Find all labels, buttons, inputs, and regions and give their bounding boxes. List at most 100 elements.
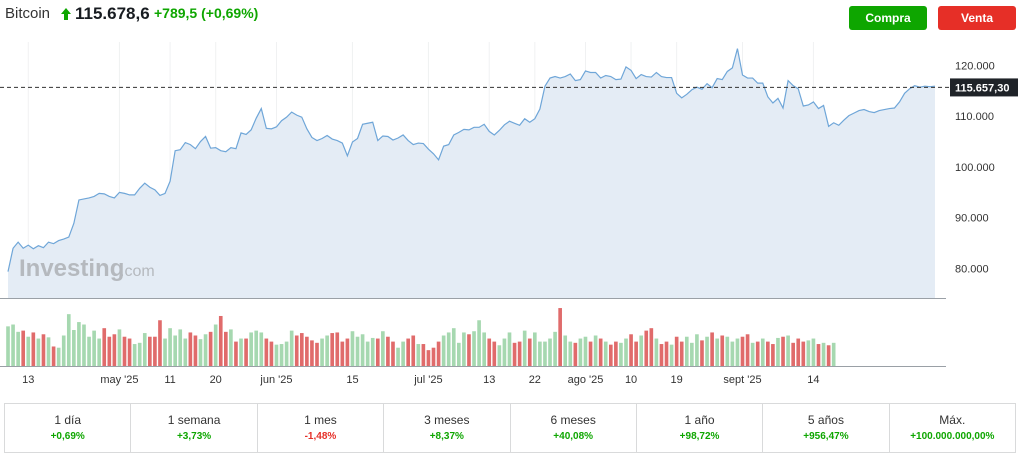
volume-bar <box>664 341 669 366</box>
volume-bar <box>421 344 426 366</box>
volume-bar <box>72 330 76 366</box>
buy-button[interactable]: Compra <box>849 6 927 30</box>
volume-bar <box>603 341 608 366</box>
volume-bar <box>56 347 61 366</box>
volume-bar <box>107 336 112 366</box>
performance-period: Máx. <box>939 413 966 427</box>
volume-bar <box>629 334 633 366</box>
price-change: +789,5 (+0,69%) <box>154 5 258 21</box>
y-tick-label: 90.000 <box>955 213 989 225</box>
volume-bar <box>831 342 836 366</box>
volume-bar <box>375 338 380 366</box>
performance-value: +8,37% <box>429 431 464 442</box>
volume-bar <box>117 329 122 366</box>
volume-bar <box>183 338 188 366</box>
performance-period: 1 semana <box>167 413 221 427</box>
volume-bar <box>553 331 557 366</box>
volume-bar <box>193 335 198 366</box>
volume-bar <box>446 332 451 366</box>
volume-bar <box>325 335 329 366</box>
volume-bar <box>188 332 193 366</box>
volume-bar <box>614 341 618 366</box>
performance-value: +40,08% <box>553 431 594 442</box>
volume-bar <box>391 341 395 366</box>
performance-cell[interactable]: 1 semana +3,73% <box>131 404 258 452</box>
current-price-label: 115.657,30 <box>955 82 1009 94</box>
volume-bar <box>299 333 304 366</box>
volume-bar <box>451 328 456 366</box>
volume-bar <box>269 341 274 366</box>
volume-bar <box>467 334 471 366</box>
volume-bars <box>6 308 836 366</box>
volume-bar <box>624 338 628 366</box>
volume-bar <box>77 322 81 366</box>
volume-bar <box>26 336 31 366</box>
volume-bar <box>573 342 578 366</box>
volume-bar <box>720 335 725 366</box>
watermark: Investing .com <box>19 255 155 282</box>
performance-cell[interactable]: 6 meses +40,08% <box>511 404 637 452</box>
volume-bar <box>340 341 345 366</box>
performance-cell[interactable]: 1 mes -1,48% <box>258 404 385 452</box>
volume-bar <box>568 341 573 366</box>
volume-bar <box>801 341 806 366</box>
x-tick-label: 22 <box>529 374 541 386</box>
change-percent: (+0,69%) <box>201 5 259 21</box>
volume-bar <box>619 342 623 366</box>
volume-bar <box>234 341 238 366</box>
performance-cell[interactable]: 5 años +956,47% <box>763 404 890 452</box>
volume-bar <box>416 344 421 366</box>
volume-bar <box>538 341 542 366</box>
volume-bar <box>345 338 350 366</box>
volume-bar <box>142 333 147 366</box>
change-value: +789,5 <box>154 5 198 21</box>
volume-bar <box>755 341 760 366</box>
performance-cell[interactable]: Máx. +100.000.000,00% <box>890 404 1015 452</box>
volume-bar <box>168 328 172 366</box>
performance-cell[interactable]: 3 meses +8,37% <box>384 404 511 452</box>
volume-bar <box>350 331 355 366</box>
x-tick-label: 20 <box>210 374 222 386</box>
volume-bar <box>16 331 20 366</box>
volume-bar <box>315 342 319 366</box>
performance-period: 3 meses <box>424 413 470 427</box>
volume-bar <box>502 338 507 366</box>
volume-bar <box>482 332 486 366</box>
volume-bar <box>771 344 775 366</box>
volume-bar <box>766 341 770 366</box>
volume-bar <box>61 335 66 366</box>
x-tick-label: sept '25 <box>723 374 761 386</box>
performance-value: +0,69% <box>50 431 85 442</box>
volume-bar <box>492 341 497 366</box>
price-chart[interactable]: 80.000 90.000 100.000 110.000 120.000 115.65… <box>0 0 1024 400</box>
performance-bar: 1 día +0,69% 1 semana +3,73% 1 mes -1,48% 3 me… <box>4 403 1016 453</box>
sell-button[interactable]: Venta <box>938 6 1016 30</box>
volume-bar <box>679 341 684 366</box>
volume-bar <box>578 338 583 366</box>
performance-period: 1 día <box>54 413 82 427</box>
volume-bar <box>705 336 709 366</box>
performance-value: +100.000.000,00% <box>910 431 995 442</box>
performance-cell[interactable]: 1 día +0,69% <box>5 404 132 452</box>
performance-value: +956,47% <box>803 431 849 442</box>
x-tick-label: jun '25 <box>259 374 292 386</box>
volume-bar <box>411 335 416 366</box>
x-tick-label: 19 <box>671 374 683 386</box>
volume-bar <box>786 335 790 366</box>
volume-bar <box>543 341 547 366</box>
volume-bar <box>198 339 203 366</box>
volume-bar <box>598 338 603 366</box>
performance-cell[interactable]: 1 año +98,72% <box>637 404 764 452</box>
volume-bar <box>320 338 324 366</box>
volume-bar <box>11 324 15 366</box>
volume-bar <box>289 330 294 366</box>
y-tick-label: 120.000 <box>955 60 995 72</box>
volume-bar <box>588 341 593 366</box>
volume-bar <box>259 332 264 366</box>
y-tick-label: 100.000 <box>955 162 995 174</box>
volume-bar <box>87 336 91 366</box>
volume-bar <box>137 342 142 366</box>
performance-value: +3,73% <box>176 431 212 442</box>
volume-bar <box>310 340 314 366</box>
volume-bar <box>497 345 502 366</box>
